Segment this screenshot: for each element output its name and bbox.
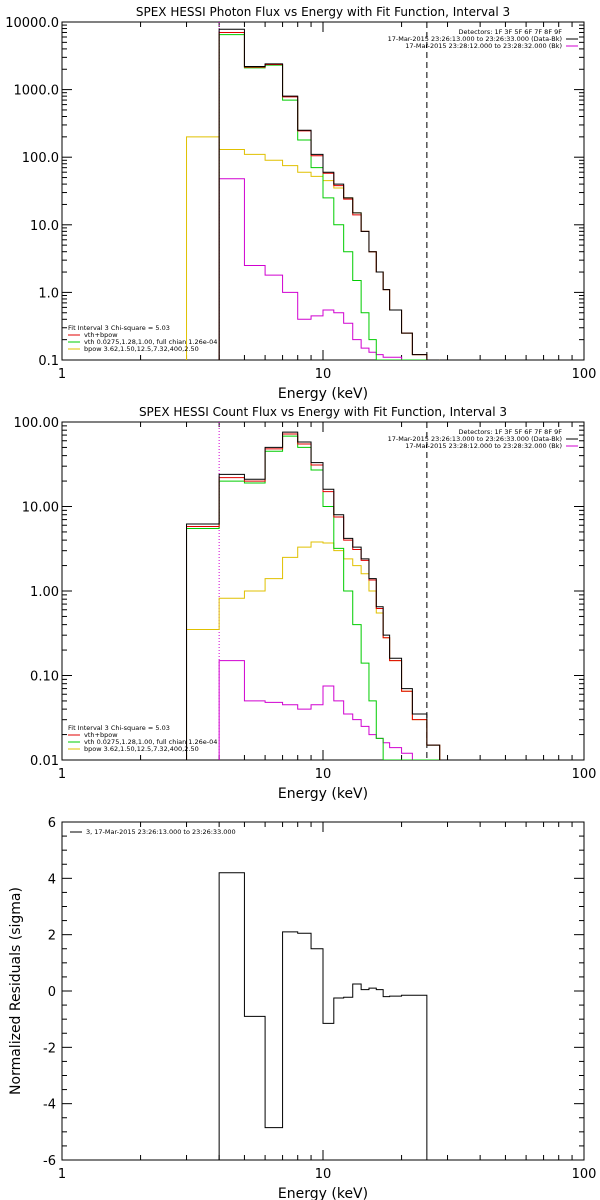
series-line-residuals <box>218 872 428 1160</box>
series-line-bpow <box>186 541 441 760</box>
x-tick-label: 10 <box>315 767 332 782</box>
legend-text: Detectors: 1F 3F 5F 6F 7F 8F 9F <box>459 28 563 36</box>
legend-text: Fit Interval 3 Chi-square = 5.03 <box>68 724 170 732</box>
y-tick-label: 10.00 <box>22 501 59 516</box>
y-tick-label: 2 <box>48 929 56 944</box>
y-axis-label: Normalized Residuals (sigma) <box>8 887 24 1095</box>
y-tick-label: 1.00 <box>30 585 59 600</box>
y-tick-label: 100.00 <box>14 416 60 431</box>
x-tick-label: 100 <box>572 767 597 782</box>
y-tick-label: 10.0 <box>30 219 59 234</box>
y-tick-label: 6 <box>48 816 56 831</box>
chart-panel-2: SPEX HESSI Count Flux vs Energy with Fit… <box>14 405 597 802</box>
series-line-bk <box>218 660 440 760</box>
legend-bottom-left: Fit Interval 3 Chi-square = 5.03vth+bpow… <box>68 324 217 353</box>
y-tick-label: 1.0 <box>38 286 59 301</box>
legend-text: 17-Mar-2015 23:26:13.000 to 23:26:33.000… <box>388 435 562 443</box>
chart-title: SPEX HESSI Photon Flux vs Energy with Fi… <box>136 5 510 19</box>
series-group <box>186 28 440 360</box>
series-group <box>218 872 428 1160</box>
chart-panel-1: SPEX HESSI Photon Flux vs Energy with Fi… <box>5 5 596 402</box>
x-axis-label: Energy (keV) <box>278 786 368 802</box>
series-line-vth <box>218 34 440 360</box>
x-tick-label: 10 <box>315 367 332 382</box>
series-line-vth+bpow <box>218 31 440 360</box>
y-tick-label: 10000.0 <box>5 16 59 31</box>
legend-text: bpow 3.62,1.50,12.5,7.32,400,2.50 <box>84 345 199 353</box>
x-tick-label: 1 <box>58 767 66 782</box>
legend-text: 17-Mar-2015 23:28:12.000 to 23:28:32.000… <box>405 442 562 450</box>
legend-text: vth+bpow <box>84 331 118 339</box>
legend-text: Fit Interval 3 Chi-square = 5.03 <box>68 324 170 332</box>
legend-text: Detectors: 1F 3F 5F 6F 7F 8F 9F <box>459 428 563 436</box>
legend-text: 17-Mar-2015 23:26:13.000 to 23:26:33.000… <box>388 35 562 43</box>
legend-top-left: 3, 17-Mar-2015 23:26:13.000 to 23:26:33.… <box>70 828 236 836</box>
legend-bottom-left: Fit Interval 3 Chi-square = 5.03vth+bpow… <box>68 724 217 753</box>
x-tick-label: 100 <box>572 367 597 382</box>
chart-panel-3: Energy (keV) Normalized Residuals (sigma)… <box>8 816 596 1200</box>
y-tick-label: -2 <box>43 1041 56 1056</box>
y-tick-label: -4 <box>43 1098 56 1113</box>
x-axis-label: Energy (keV) <box>278 386 368 402</box>
y-tick-label: 0 <box>48 985 56 1000</box>
legend-top-right: Detectors: 1F 3F 5F 6F 7F 8F 9F17-Mar-20… <box>388 28 578 50</box>
y-tick-label: 4 <box>48 872 56 887</box>
x-tick-label: 1 <box>58 1167 66 1182</box>
series-line-vth <box>186 435 440 760</box>
y-tick-label: 100.0 <box>22 151 59 166</box>
x-tick-label: 10 <box>315 1167 332 1182</box>
legend-text: vth+bpow <box>84 731 118 739</box>
legend-text: 17-Mar-2015 23:28:12.000 to 23:28:32.000… <box>405 42 562 50</box>
x-axis-label: Energy (keV) <box>278 1186 368 1200</box>
legend-text: bpow 3.62,1.50,12.5,7.32,400,2.50 <box>84 745 199 753</box>
y-tick-label: 0.10 <box>30 670 59 685</box>
y-tick-label: -6 <box>43 1154 56 1169</box>
series-group <box>186 431 441 760</box>
legend-text: vth 0.0275,1.28,1.00, full chian 1.26e-0… <box>84 338 217 346</box>
y-tick-label: 1000.0 <box>14 84 60 99</box>
x-tick-label: 1 <box>58 367 66 382</box>
legend-text: 3, 17-Mar-2015 23:26:13.000 to 23:26:33.… <box>86 828 236 836</box>
legend-top-right: Detectors: 1F 3F 5F 6F 7F 8F 9F17-Mar-20… <box>388 428 578 450</box>
series-line-bk <box>218 178 440 360</box>
y-tick-label: 0.01 <box>30 754 59 769</box>
x-tick-label: 100 <box>572 1167 597 1182</box>
series-line-vth+bpow <box>186 433 441 760</box>
y-tick-label: 0.1 <box>38 354 59 369</box>
series-line-total <box>218 28 440 360</box>
chart-title: SPEX HESSI Count Flux vs Energy with Fit… <box>139 405 507 419</box>
series-line-total <box>186 431 441 760</box>
legend-text: vth 0.0275,1.28,1.00, full chian 1.26e-0… <box>84 738 217 746</box>
